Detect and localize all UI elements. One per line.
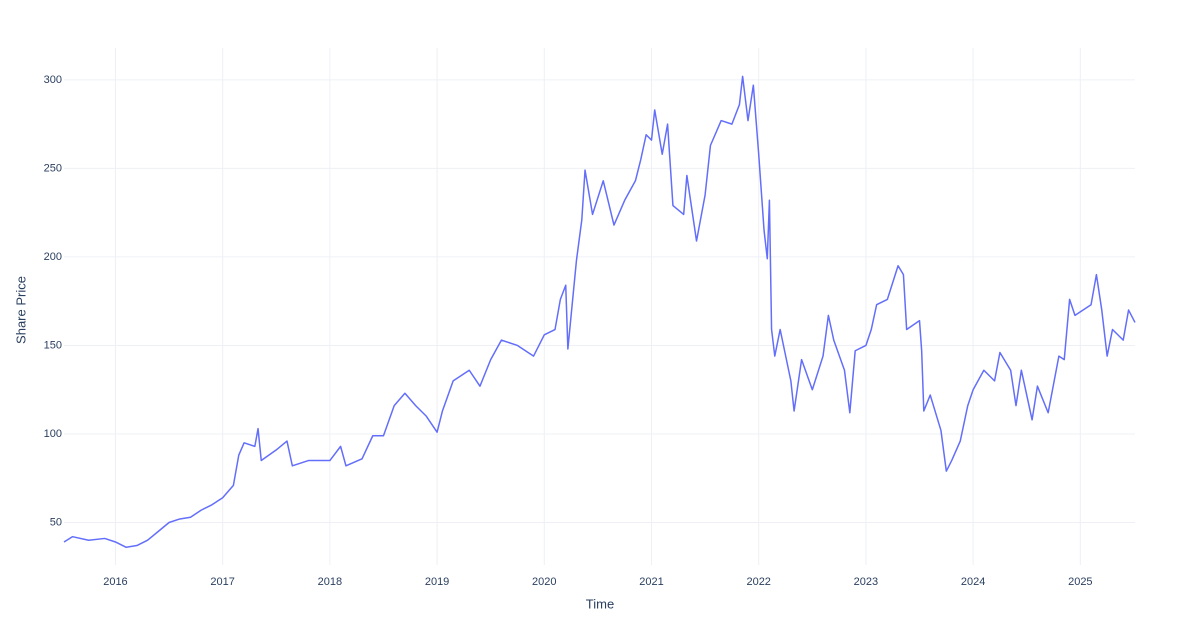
y-tick-label: 200 (44, 251, 62, 263)
x-tick-label: 2017 (210, 576, 234, 588)
price-line (63, 75, 1136, 549)
x-tick-label: 2016 (103, 576, 127, 588)
x-tick-label: 2019 (425, 576, 449, 588)
y-tick-label: 50 (50, 516, 62, 528)
y-tick-label: 300 (44, 74, 62, 86)
y-tick-label: 150 (44, 339, 62, 351)
y-axis-title: Share Price (13, 276, 28, 344)
y-tick-label: 100 (44, 428, 62, 440)
x-tick-label: 2022 (746, 576, 770, 588)
x-tick-label: 2025 (1068, 576, 1092, 588)
y-tick-label: 250 (44, 162, 62, 174)
x-axis-title: Time (586, 596, 614, 611)
x-tick-label: 2024 (961, 576, 985, 588)
x-tick-label: 2018 (318, 576, 342, 588)
x-tick-label: 2023 (854, 576, 878, 588)
x-tick-label: 2020 (532, 576, 556, 588)
x-tick-label: 2021 (639, 576, 663, 588)
